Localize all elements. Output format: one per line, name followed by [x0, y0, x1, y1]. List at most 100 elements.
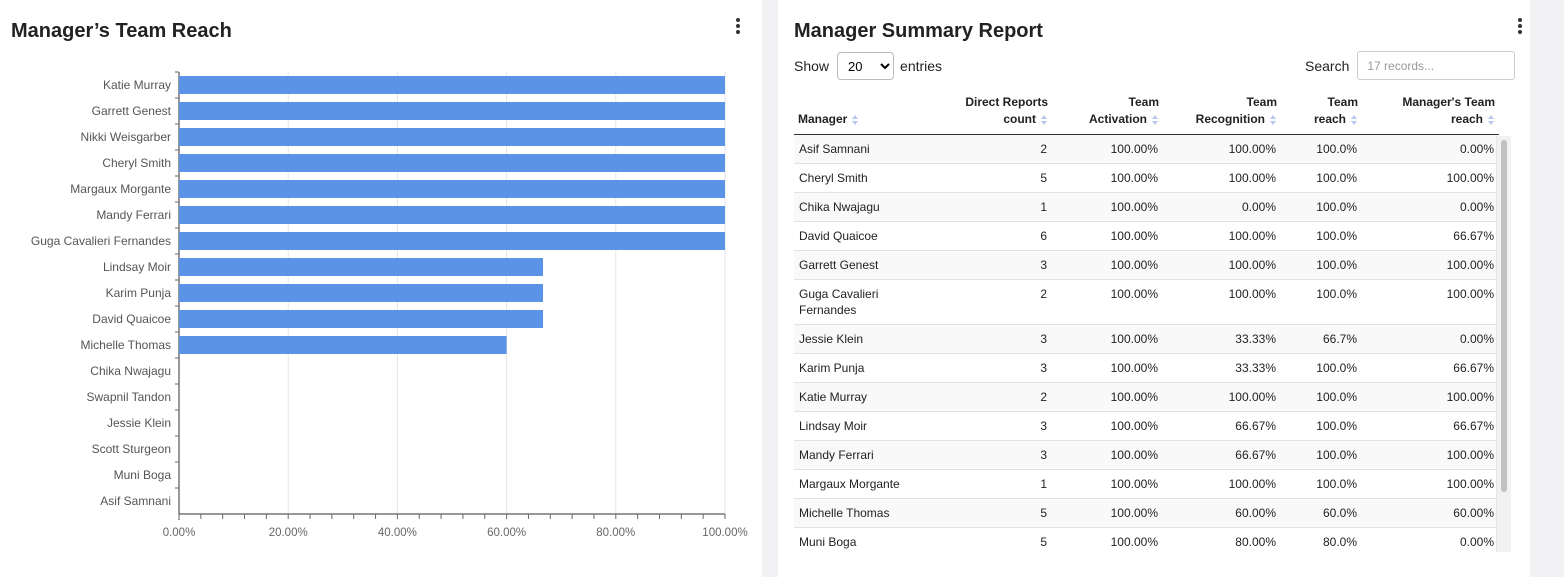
- entries-label: entries: [900, 58, 943, 74]
- chart-kebab-menu-icon[interactable]: [731, 16, 745, 38]
- table-cell: 66.67%: [1362, 411, 1499, 441]
- sort-icon: [1488, 114, 1495, 125]
- manager-summary-table: Manager Direct Reports count Team Activati…: [794, 88, 1499, 552]
- category-label: David Quaicoe: [92, 312, 171, 326]
- table-cell: 2: [924, 279, 1052, 325]
- table-cell: Lindsay Moir: [794, 411, 924, 441]
- bar: [179, 154, 725, 172]
- column-header-direct-reports[interactable]: Direct Reports count: [924, 88, 1052, 135]
- table-cell: 66.7%: [1281, 324, 1362, 354]
- table-cell: 100.00%: [1052, 250, 1163, 280]
- table-cell: 3: [924, 250, 1052, 280]
- table-cell: 5: [924, 498, 1052, 528]
- table-cell: 0.00%: [1362, 134, 1499, 164]
- table-cell: 3: [924, 411, 1052, 441]
- category-label: Karim Punja: [106, 286, 172, 300]
- table-row[interactable]: Muni Boga 5 100.00% 80.00% 80.0% 0.00%: [794, 527, 1499, 552]
- show-label: Show: [794, 58, 830, 74]
- table-cell: 100.00%: [1052, 221, 1163, 251]
- table-row[interactable]: Garrett Genest 3 100.00% 100.00% 100.0% 100.0…: [794, 250, 1499, 280]
- table-scrollbar-thumb[interactable]: [1501, 140, 1507, 492]
- table-title: Manager Summary Report: [794, 20, 1043, 42]
- sort-icon: [1152, 114, 1159, 125]
- search-label: Search: [1305, 57, 1350, 74]
- table-cell: 33.33%: [1163, 353, 1281, 383]
- table-row[interactable]: Jessie Klein 3 100.00% 33.33% 66.7% 0.00%: [794, 324, 1499, 354]
- table-cell: 100.00%: [1362, 250, 1499, 280]
- table-cell: Guga Cavalieri Fernandes: [794, 279, 924, 325]
- x-tick-label: 20.00%: [269, 527, 308, 539]
- table-row[interactable]: Katie Murray 2 100.00% 100.00% 100.0% 100.00%: [794, 382, 1499, 412]
- table-cell: Katie Murray: [794, 382, 924, 412]
- category-label: Chika Nwajagu: [90, 364, 171, 378]
- table-cell: 100.00%: [1052, 134, 1163, 164]
- category-label: Jessie Klein: [107, 416, 171, 430]
- table-row[interactable]: Lindsay Moir 3 100.00% 66.67% 100.0% 66.67%: [794, 411, 1499, 441]
- category-label: Michelle Thomas: [81, 338, 171, 352]
- category-label: Mandy Ferrari: [96, 208, 171, 222]
- bar: [179, 310, 544, 328]
- table-scrollbar[interactable]: [1496, 136, 1511, 552]
- table-header-row: Manager Direct Reports count Team Activati…: [794, 88, 1499, 135]
- bar: [179, 180, 725, 198]
- column-header-team-reach[interactable]: Team reach: [1281, 88, 1362, 135]
- table-row[interactable]: Karim Punja 3 100.00% 33.33% 100.0% 66.67%: [794, 353, 1499, 383]
- table-row[interactable]: Guga Cavalieri Fernandes 2 100.00% 100.00% 1…: [794, 279, 1499, 325]
- column-header-team-activation[interactable]: Team Activation: [1052, 88, 1163, 135]
- table-cell: 100.00%: [1052, 382, 1163, 412]
- table-row[interactable]: Chika Nwajagu 1 100.00% 0.00% 100.0% 0.00%: [794, 192, 1499, 222]
- page-size-control: Show 20 entries: [794, 52, 942, 80]
- table-cell: 60.00%: [1362, 498, 1499, 528]
- table-cell: Muni Boga: [794, 527, 924, 552]
- table-row[interactable]: Cheryl Smith 5 100.00% 100.00% 100.0% 100.00%: [794, 163, 1499, 193]
- chart-title: Manager’s Team Reach: [11, 20, 232, 42]
- table-cell: 1: [924, 469, 1052, 499]
- category-label: Asif Samnani: [100, 494, 171, 508]
- table-cell: 100.00%: [1362, 440, 1499, 470]
- column-header-team-recognition[interactable]: Team Recognition: [1163, 88, 1281, 135]
- table-row[interactable]: David Quaicoe 6 100.00% 100.00% 100.0% 66.67%: [794, 221, 1499, 251]
- category-label: Swapnil Tandon: [86, 390, 171, 404]
- table-cell: 100.0%: [1281, 411, 1362, 441]
- table-cell: 100.00%: [1362, 469, 1499, 499]
- table-cell: 100.00%: [1052, 498, 1163, 528]
- category-label: Muni Boga: [114, 468, 172, 482]
- table-cell: Michelle Thomas: [794, 498, 924, 528]
- table-cell: 0.00%: [1362, 192, 1499, 222]
- x-tick-label: 80.00%: [596, 527, 635, 539]
- table-row[interactable]: Margaux Morgante 1 100.00% 100.00% 100.0% 100…: [794, 469, 1499, 499]
- table-row[interactable]: Michelle Thomas 5 100.00% 60.00% 60.0% 60.00%: [794, 498, 1499, 528]
- bar: [179, 336, 507, 354]
- x-tick-label: 40.00%: [378, 527, 417, 539]
- table-cell: 100.0%: [1281, 192, 1362, 222]
- table-cell: 100.00%: [1052, 440, 1163, 470]
- bar: [179, 128, 725, 146]
- table-row[interactable]: Mandy Ferrari 3 100.00% 66.67% 100.0% 100.00%: [794, 440, 1499, 470]
- table-cell: 100.00%: [1163, 134, 1281, 164]
- table-cell: 100.00%: [1362, 163, 1499, 193]
- table-cell: 100.00%: [1362, 382, 1499, 412]
- bar: [179, 76, 725, 94]
- table-cell: 66.67%: [1362, 221, 1499, 251]
- table-cell: 1: [924, 192, 1052, 222]
- table-cell: Mandy Ferrari: [794, 440, 924, 470]
- table-kebab-menu-icon[interactable]: [1513, 16, 1527, 38]
- category-label: Nikki Weisgarber: [81, 130, 171, 144]
- table-scroll-area[interactable]: Manager Direct Reports count Team Activati…: [794, 88, 1512, 552]
- search-input[interactable]: [1357, 51, 1516, 80]
- table-cell: David Quaicoe: [794, 221, 924, 251]
- bar: [179, 284, 544, 302]
- table-cell: 66.67%: [1362, 353, 1499, 383]
- column-header-manager[interactable]: Manager: [794, 88, 924, 135]
- page-size-select[interactable]: 20: [837, 52, 895, 80]
- table-cell: 100.0%: [1281, 382, 1362, 412]
- column-header-managers-team-reach[interactable]: Manager's Team reach: [1362, 88, 1499, 135]
- x-tick-label: 0.00%: [163, 527, 196, 539]
- table-cell: 100.00%: [1163, 382, 1281, 412]
- table-cell: 0.00%: [1163, 192, 1281, 222]
- sort-icon: [852, 114, 859, 125]
- table-row[interactable]: Asif Samnani 2 100.00% 100.00% 100.0% 0.00%: [794, 134, 1499, 164]
- table-cell: 100.00%: [1163, 163, 1281, 193]
- table-cell: 0.00%: [1362, 527, 1499, 552]
- table-cell: Chika Nwajagu: [794, 192, 924, 222]
